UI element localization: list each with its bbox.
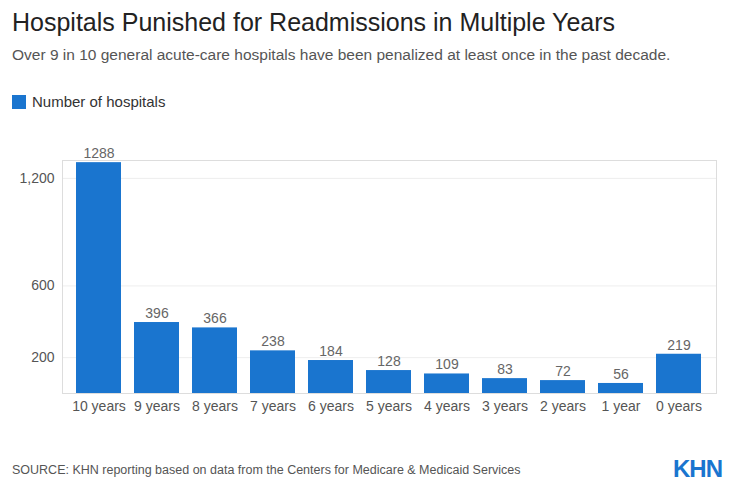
svg-text:2 years: 2 years: [540, 398, 586, 414]
svg-text:1,200: 1,200: [19, 170, 54, 186]
svg-text:219: 219: [667, 337, 691, 353]
svg-text:184: 184: [319, 343, 343, 359]
svg-text:10 years: 10 years: [72, 398, 126, 414]
svg-text:8 years: 8 years: [192, 398, 238, 414]
svg-text:366: 366: [203, 310, 227, 326]
svg-text:0 years: 0 years: [656, 398, 702, 414]
svg-text:72: 72: [555, 363, 571, 379]
svg-text:600: 600: [31, 277, 55, 293]
svg-text:238: 238: [261, 333, 285, 349]
svg-text:109: 109: [435, 356, 459, 372]
svg-text:6 years: 6 years: [308, 398, 354, 414]
svg-text:9 years: 9 years: [134, 398, 180, 414]
svg-text:128: 128: [377, 353, 401, 369]
svg-text:4 years: 4 years: [424, 398, 470, 414]
svg-text:1 year: 1 year: [602, 398, 641, 414]
svg-text:56: 56: [613, 366, 629, 382]
html-text:KHN: KHN: [673, 455, 722, 482]
svg-text:3 years: 3 years: [482, 398, 528, 414]
html-text:Hospitals Punished for Readmis: Hospitals Punished for Readmissions in M…: [12, 8, 616, 36]
svg-text:1288: 1288: [83, 145, 114, 161]
html-text:Over 9 in 10 general acute-car: Over 9 in 10 general acute-care hospital…: [12, 46, 671, 63]
svg-text:200: 200: [31, 349, 55, 365]
html-text:Number of hospitals: Number of hospitals: [32, 93, 166, 110]
svg-text:83: 83: [497, 361, 513, 377]
svg-text:396: 396: [145, 305, 169, 321]
svg-text:7 years: 7 years: [250, 398, 296, 414]
svg-text:5 years: 5 years: [366, 398, 412, 414]
html-text:SOURCE: KHN reporting based on: SOURCE: KHN reporting based on data from…: [12, 463, 521, 477]
